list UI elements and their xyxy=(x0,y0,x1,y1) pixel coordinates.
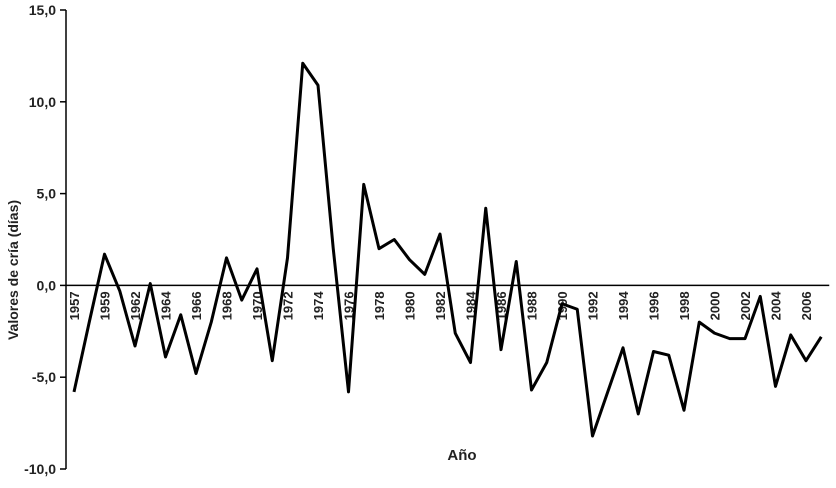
x-tick-label: 2006 xyxy=(799,291,814,320)
x-tick-label: 1974 xyxy=(311,291,326,321)
x-tick-label: 1972 xyxy=(281,291,296,320)
x-tick-label: 1982 xyxy=(433,291,448,320)
x-tick-label: 2002 xyxy=(738,291,753,320)
x-axis-label: Año xyxy=(447,447,476,464)
x-tick-label: 1998 xyxy=(677,291,692,320)
x-tick-label: 1964 xyxy=(159,291,174,321)
x-tick-label: 2004 xyxy=(769,291,784,321)
y-tick-label: 10,0 xyxy=(29,94,56,110)
x-tick-label: 1994 xyxy=(616,291,631,321)
y-tick-label: 0,0 xyxy=(37,277,57,293)
x-tick-label: 2000 xyxy=(708,291,723,320)
x-tick-label: 1976 xyxy=(342,291,357,320)
y-axis-label: Valores de cría (días) xyxy=(5,200,21,340)
x-tick-label: 1988 xyxy=(525,291,540,320)
x-tick-label: 1992 xyxy=(586,291,601,320)
x-tick-label: 1959 xyxy=(98,291,113,320)
x-tick-label: 1996 xyxy=(647,291,662,320)
x-tick-label: 1966 xyxy=(189,291,204,320)
y-tick-label: -5,0 xyxy=(32,369,56,385)
x-tick-label: 1980 xyxy=(403,291,418,320)
x-tick-label: 1957 xyxy=(67,291,82,320)
x-tick-label: 1978 xyxy=(372,291,387,320)
data-line xyxy=(72,61,823,438)
x-tick-label: 1968 xyxy=(220,291,235,320)
y-tick-label: -10,0 xyxy=(24,461,56,477)
x-tick-label: 1962 xyxy=(128,291,143,320)
y-tick-label: 15,0 xyxy=(29,2,56,18)
y-tick-label: 5,0 xyxy=(37,186,57,202)
